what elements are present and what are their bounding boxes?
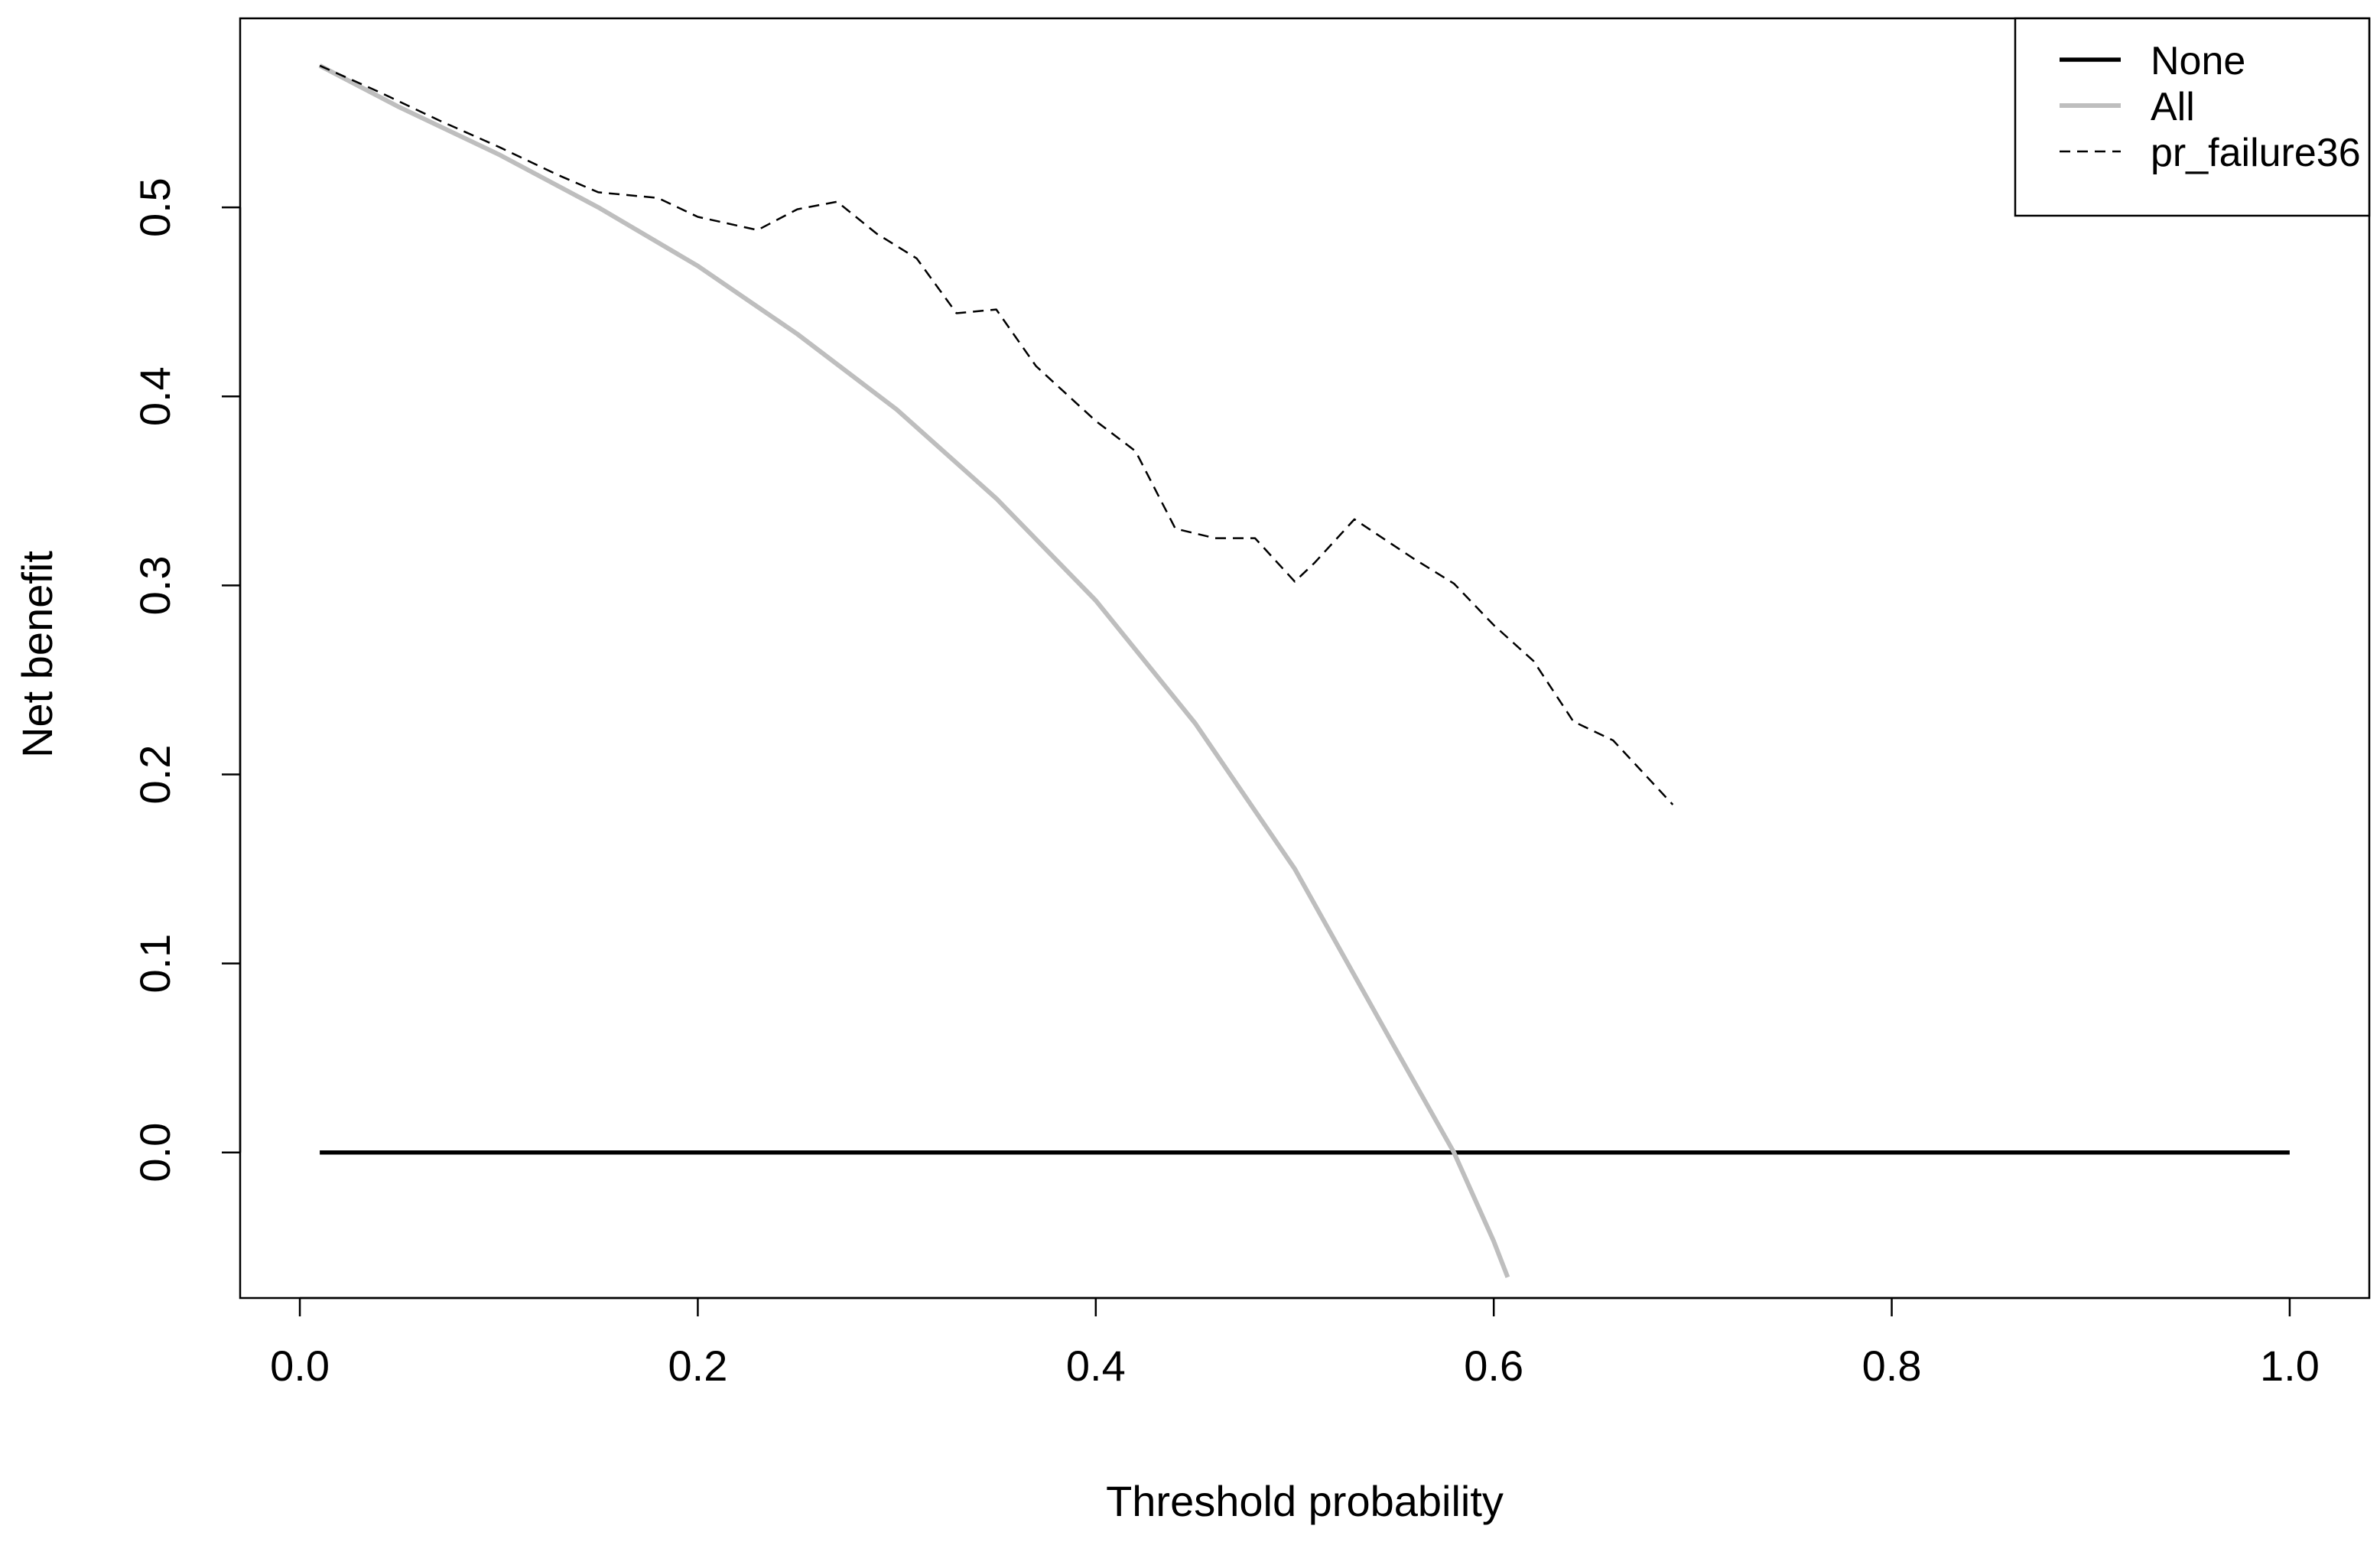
x-tick-label: 0.4	[1066, 1342, 1126, 1390]
legend-box	[2014, 17, 2371, 217]
y-tick-label: 0.3	[131, 555, 179, 615]
y-axis: 0.0 0.1 0.2 0.3 0.4 0.5	[131, 177, 242, 1183]
legend-label: All	[2151, 85, 2195, 129]
legend-label: None	[2151, 39, 2245, 83]
y-axis-label: Net benefit	[13, 551, 61, 758]
x-tick-label: 1.0	[2260, 1342, 2320, 1390]
x-tick-label: 0.0	[270, 1342, 330, 1390]
x-axis: 0.0 0.2 0.4 0.6 0.8 1.0	[270, 1296, 2320, 1390]
x-axis-label: Threshold probability	[1106, 1477, 1504, 1525]
y-tick-label: 0.5	[131, 177, 179, 237]
x-tick-label: 0.8	[1862, 1342, 1922, 1390]
series-line-all	[318, 63, 1510, 1278]
y-tick-label: 0.2	[131, 745, 179, 805]
series-layer	[318, 63, 2290, 1278]
x-tick-label: 0.6	[1464, 1342, 1523, 1390]
y-tick-label: 0.0	[131, 1123, 179, 1183]
y-tick-label: 0.1	[131, 934, 179, 994]
x-tick-label: 0.2	[668, 1342, 728, 1390]
series-line-pr-failure36	[319, 64, 1674, 805]
y-tick-label: 0.4	[131, 366, 179, 426]
legend-label: pr_failure36	[2151, 131, 2361, 175]
